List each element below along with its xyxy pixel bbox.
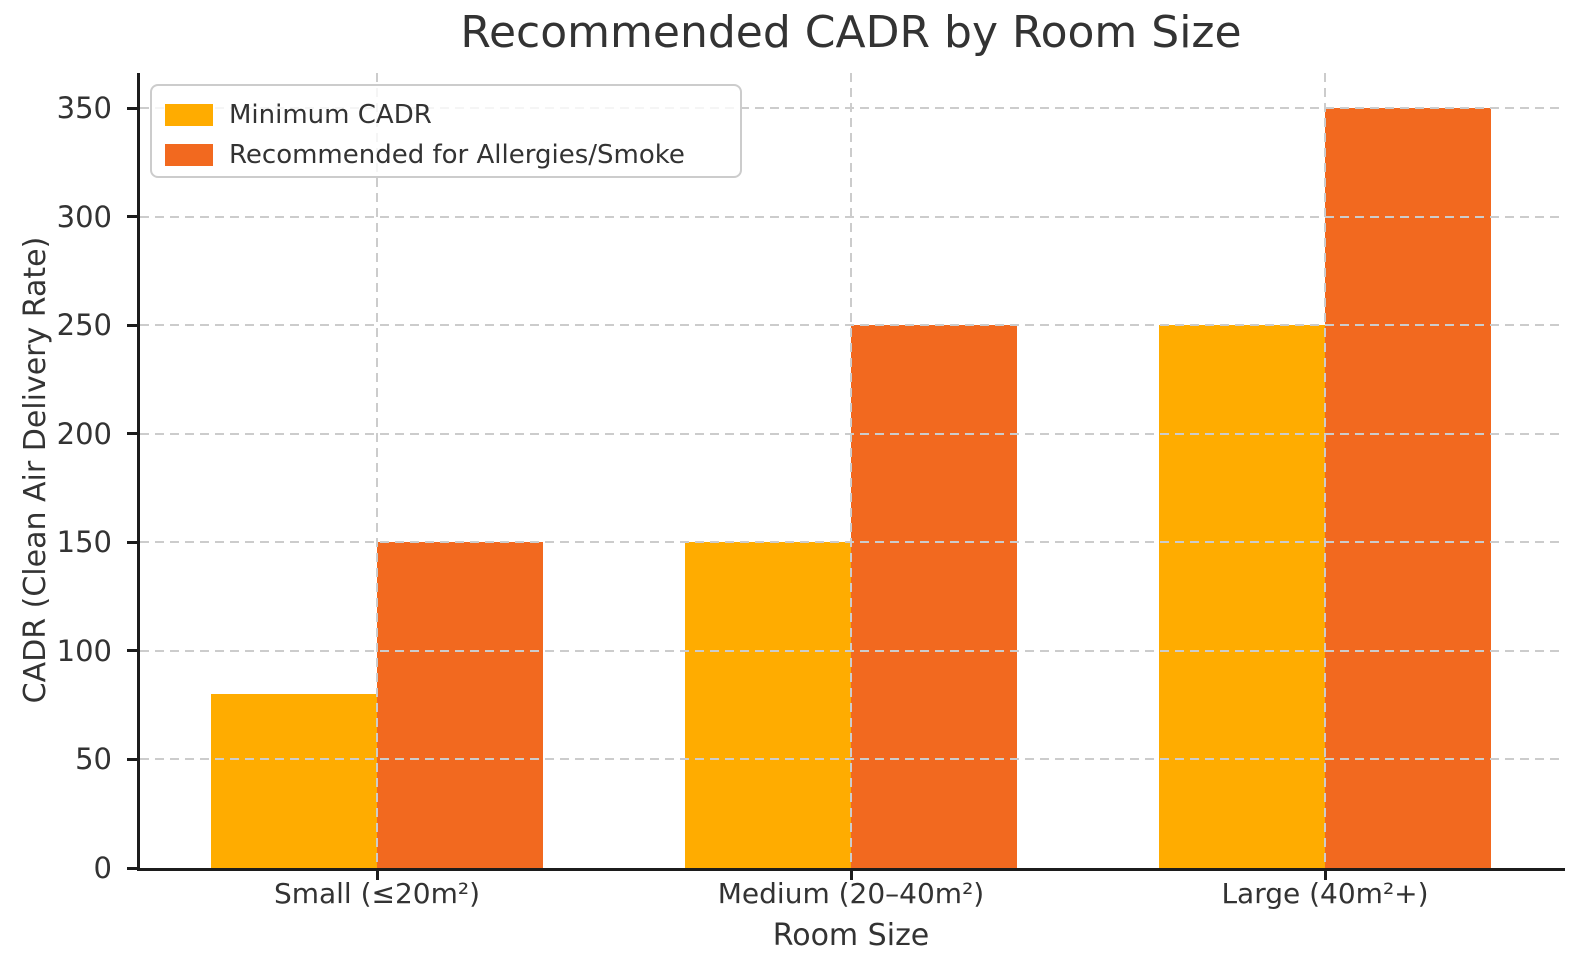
- y-tick-label-100: 100: [56, 633, 112, 668]
- legend-swatch-minimum-cadr: [165, 104, 213, 126]
- y-tick-label-350: 350: [56, 91, 112, 125]
- legend-label-minimum-cadr: Minimum CADR: [229, 100, 432, 130]
- chart-title: Recommended CADR by Room Size: [460, 7, 1242, 58]
- legend: Minimum CADR Recommended for Allergies/S…: [150, 84, 742, 178]
- bar-minimum-cadr-medium-20-40m: [685, 542, 851, 868]
- y-axis-label: CADR (Clean Air Delivery Rate): [18, 236, 53, 704]
- y-tick-mark-200: [127, 432, 140, 436]
- v-gridline-large-40m: [1324, 73, 1326, 868]
- y-tick-mark-250: [127, 323, 140, 327]
- y-tick-label-0: 0: [93, 851, 112, 885]
- y-tick-mark-100: [127, 649, 140, 653]
- y-tick-label-50: 50: [75, 742, 112, 777]
- plot-area: [140, 73, 1562, 868]
- bar-recommended-for-allergies-smoke-medium-20-40m: [851, 325, 1017, 868]
- y-tick-mark-150: [127, 540, 140, 544]
- bar-recommended-for-allergies-smoke-large-40m: [1325, 108, 1491, 868]
- x-tick-label-medium-20-40m: Medium (20–40m²): [717, 877, 985, 910]
- y-tick-label-300: 300: [56, 199, 112, 234]
- bar-recommended-for-allergies-smoke-small-20m: [377, 542, 543, 868]
- bar-minimum-cadr-small-20m: [211, 694, 377, 868]
- v-gridline-medium-20-40m: [850, 73, 852, 868]
- x-tick-mark-small-20m: [375, 871, 379, 880]
- y-tick-mark-350: [127, 106, 140, 110]
- legend-label-recommended-allergies-smoke: Recommended for Allergies/Smoke: [229, 140, 685, 170]
- x-tick-mark-large-40m: [1323, 871, 1327, 880]
- y-tick-label-200: 200: [56, 416, 112, 451]
- legend-item-recommended-allergies-smoke: Recommended for Allergies/Smoke: [165, 138, 740, 172]
- legend-item-minimum-cadr: Minimum CADR: [165, 98, 740, 132]
- x-tick-mark-medium-20-40m: [849, 871, 853, 880]
- bar-minimum-cadr-large-40m: [1159, 325, 1325, 868]
- y-tick-label-150: 150: [56, 525, 112, 560]
- y-tick-mark-300: [127, 215, 140, 219]
- x-axis-spine: [137, 868, 1565, 871]
- x-tick-label-large-40m: Large (40m²+): [1221, 877, 1429, 910]
- v-gridline-small-20m: [376, 73, 378, 868]
- x-tick-label-small-20m: Small (≤20m²): [273, 877, 481, 910]
- y-axis-spine: [137, 73, 140, 871]
- legend-swatch-recommended-allergies-smoke: [165, 144, 213, 166]
- y-tick-mark-0: [127, 866, 140, 870]
- y-tick-mark-50: [127, 757, 140, 761]
- y-tick-label-250: 250: [56, 308, 112, 343]
- x-axis-label: Room Size: [772, 918, 930, 953]
